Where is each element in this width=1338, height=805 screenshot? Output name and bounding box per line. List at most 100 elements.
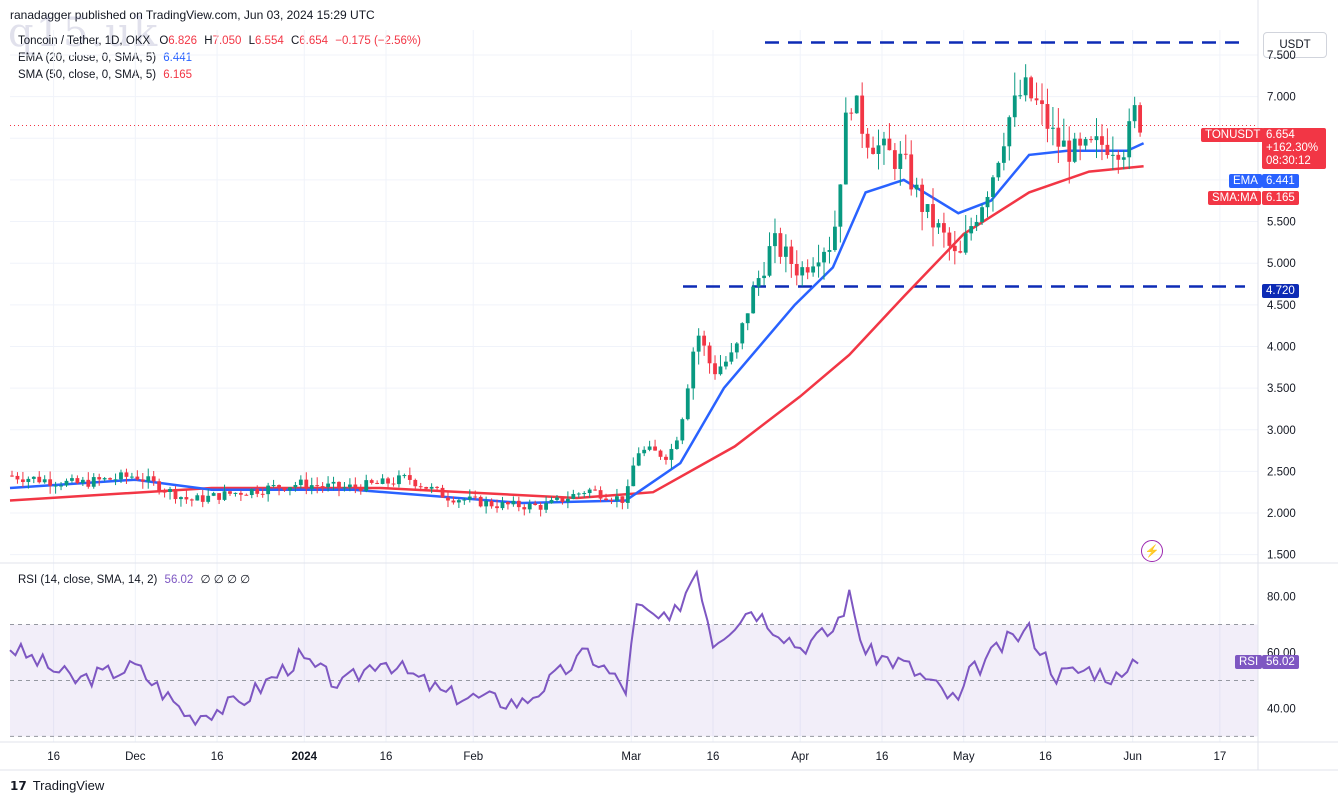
symbol-name[interactable]: Toncoin / Tether, 1D, OKX	[18, 35, 151, 47]
open-label: O	[159, 35, 169, 47]
candle-body	[571, 494, 576, 499]
candle-body	[631, 465, 636, 487]
candle-body	[271, 485, 276, 487]
low-value: 6.554	[254, 35, 284, 47]
candle-body	[669, 448, 674, 460]
time-tick-label: Dec	[125, 751, 146, 763]
candle-body	[674, 440, 679, 449]
candle-body	[833, 226, 837, 251]
price-tick-label: 1.500	[1267, 550, 1296, 562]
candle-body	[1105, 144, 1110, 155]
candle-body	[865, 133, 870, 148]
candle-body	[244, 494, 249, 496]
candle-body	[936, 223, 941, 228]
candle-body	[942, 223, 946, 233]
candle-body	[80, 479, 85, 484]
time-tick-label: Apr	[791, 751, 809, 763]
footer-brand[interactable]: TradingView	[32, 778, 105, 793]
price-tick-label: 3.500	[1267, 383, 1296, 395]
candle-body	[64, 480, 69, 486]
candle-body	[691, 351, 696, 389]
candle-body	[304, 479, 309, 489]
sma-legend[interactable]: SMA (50, close, 0, SMA, 5) 6.165	[18, 69, 192, 81]
candle-body	[838, 184, 843, 227]
rsi-line	[9, 569, 1139, 727]
candle-body	[958, 251, 963, 253]
close-label: C	[290, 35, 300, 47]
candle-body	[309, 485, 314, 489]
candle-body	[462, 499, 467, 501]
candle-body	[37, 476, 42, 483]
candle-body	[1116, 154, 1121, 160]
candle-body	[424, 486, 429, 489]
candle-body	[293, 485, 298, 488]
candle-body	[168, 488, 172, 493]
time-tick-label: Mar	[621, 751, 641, 763]
candle-body	[211, 493, 216, 496]
candle-body	[119, 472, 123, 480]
time-tick-label: 16	[380, 751, 393, 763]
candle-body	[925, 204, 930, 212]
candle-body	[533, 503, 538, 505]
price-tick-label: 7.000	[1267, 92, 1296, 104]
candle-body	[1121, 157, 1126, 160]
candle-body	[636, 453, 641, 466]
candle-body	[53, 485, 58, 487]
ema20-line	[9, 142, 1145, 505]
candle-body	[527, 503, 532, 510]
candle-body	[1127, 121, 1132, 158]
candle-body	[331, 481, 336, 484]
candle-body	[745, 313, 750, 324]
candle-body	[778, 233, 783, 257]
ema-price-tag: 6.441	[1262, 174, 1299, 188]
candle-body	[495, 506, 499, 509]
time-tick-label: 2024	[291, 751, 317, 763]
candle-body	[871, 147, 875, 154]
candle-body	[609, 500, 614, 502]
candle-body	[576, 493, 581, 495]
flash-icon[interactable]: ⚡	[1141, 540, 1163, 562]
candle-body	[729, 352, 734, 362]
candle-body	[397, 475, 401, 485]
candle-body	[854, 95, 859, 114]
candle-body	[489, 500, 494, 507]
footer: 𝟭𝟳 TradingView	[10, 778, 104, 793]
currency-button[interactable]: USDT	[1263, 32, 1327, 58]
publisher-line: ranadagger published on TradingView.com,…	[10, 8, 375, 22]
candle-body	[898, 153, 903, 169]
candle-body	[1083, 139, 1088, 146]
ema-tag: EMA	[1229, 174, 1262, 188]
candle-body	[1094, 136, 1099, 141]
candle-body	[146, 476, 151, 482]
candle-body	[288, 487, 292, 491]
sma-legend-value: 6.165	[163, 69, 193, 81]
candle-body	[228, 491, 232, 494]
time-tick-label: May	[953, 751, 975, 763]
candle-body	[108, 478, 113, 480]
candle-body	[418, 486, 423, 488]
candle-body	[386, 478, 390, 484]
candle-body	[969, 226, 974, 234]
candle-body	[249, 489, 254, 496]
watermark: q15.uk	[8, 10, 160, 56]
candle-body	[320, 486, 325, 488]
open-value: 6.826	[168, 35, 198, 47]
candle-body	[173, 488, 178, 500]
candle-body	[882, 138, 886, 146]
candle-body	[849, 112, 854, 114]
candle-body	[822, 251, 826, 263]
price-tick-label: 4.500	[1267, 300, 1296, 312]
candle-body	[625, 486, 630, 503]
candle-body	[740, 323, 745, 344]
candle-body	[467, 496, 472, 500]
candle-body	[783, 246, 788, 257]
rsi-legend[interactable]: RSI (14, close, SMA, 14, 2) 56.02 ∅ ∅ ∅ …	[18, 572, 250, 586]
candle-body	[827, 250, 832, 252]
candle-body	[604, 498, 608, 501]
candle-body	[985, 196, 990, 208]
candle-body	[91, 477, 96, 487]
close-value: 6.654	[299, 35, 329, 47]
candle-body	[10, 475, 14, 477]
tradingview-logo-icon[interactable]: 𝟭𝟳	[10, 778, 27, 793]
